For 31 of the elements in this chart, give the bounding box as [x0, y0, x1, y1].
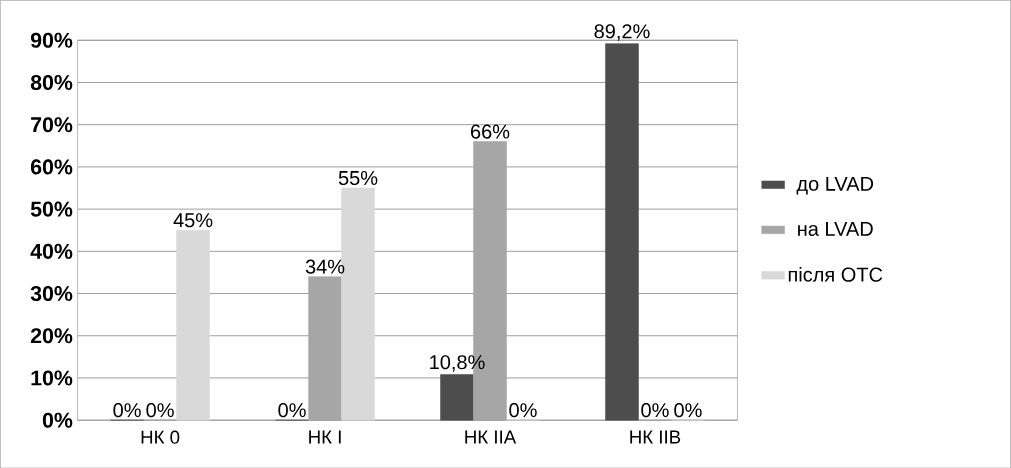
- y-tick-label: 0%: [42, 412, 73, 428]
- y-tick-label: 80%: [30, 74, 73, 90]
- x-tick-label: НК 0: [141, 430, 180, 444]
- bar: [176, 229, 210, 421]
- legend-label: на LVAD: [798, 221, 873, 236]
- y-tick-label: 70%: [31, 116, 73, 133]
- bar: [308, 276, 342, 421]
- data-label: 0%: [113, 402, 141, 418]
- x-tick-label: НК IIA: [465, 430, 517, 444]
- data-label: 45%: [173, 213, 213, 228]
- legend-label: до LVAD: [796, 176, 874, 195]
- y-tick-label: 10%: [31, 370, 73, 386]
- y-tick-label: 20%: [30, 327, 73, 344]
- data-label: 89,2%: [594, 23, 650, 41]
- legend-label: після ОТС: [788, 266, 883, 282]
- x-tick-label: НК IIB: [630, 430, 681, 444]
- data-label: 55%: [338, 170, 378, 185]
- y-tick-label: 60%: [30, 159, 73, 175]
- data-label: 0%: [146, 402, 174, 418]
- y-tick-label: 90%: [30, 32, 73, 48]
- data-label: 34%: [305, 259, 345, 274]
- y-tick-label: 50%: [30, 201, 73, 217]
- data-label: 0%: [278, 402, 306, 418]
- y-tick-label: 40%: [30, 243, 73, 259]
- data-label: 10,8%: [430, 354, 485, 372]
- y-tick-label: 30%: [30, 285, 73, 301]
- data-label: 0%: [641, 402, 669, 418]
- data-label: 0%: [509, 402, 537, 418]
- x-tick-label: НК I: [309, 430, 341, 444]
- data-label: 66%: [471, 124, 510, 139]
- data-label: 0%: [674, 402, 702, 418]
